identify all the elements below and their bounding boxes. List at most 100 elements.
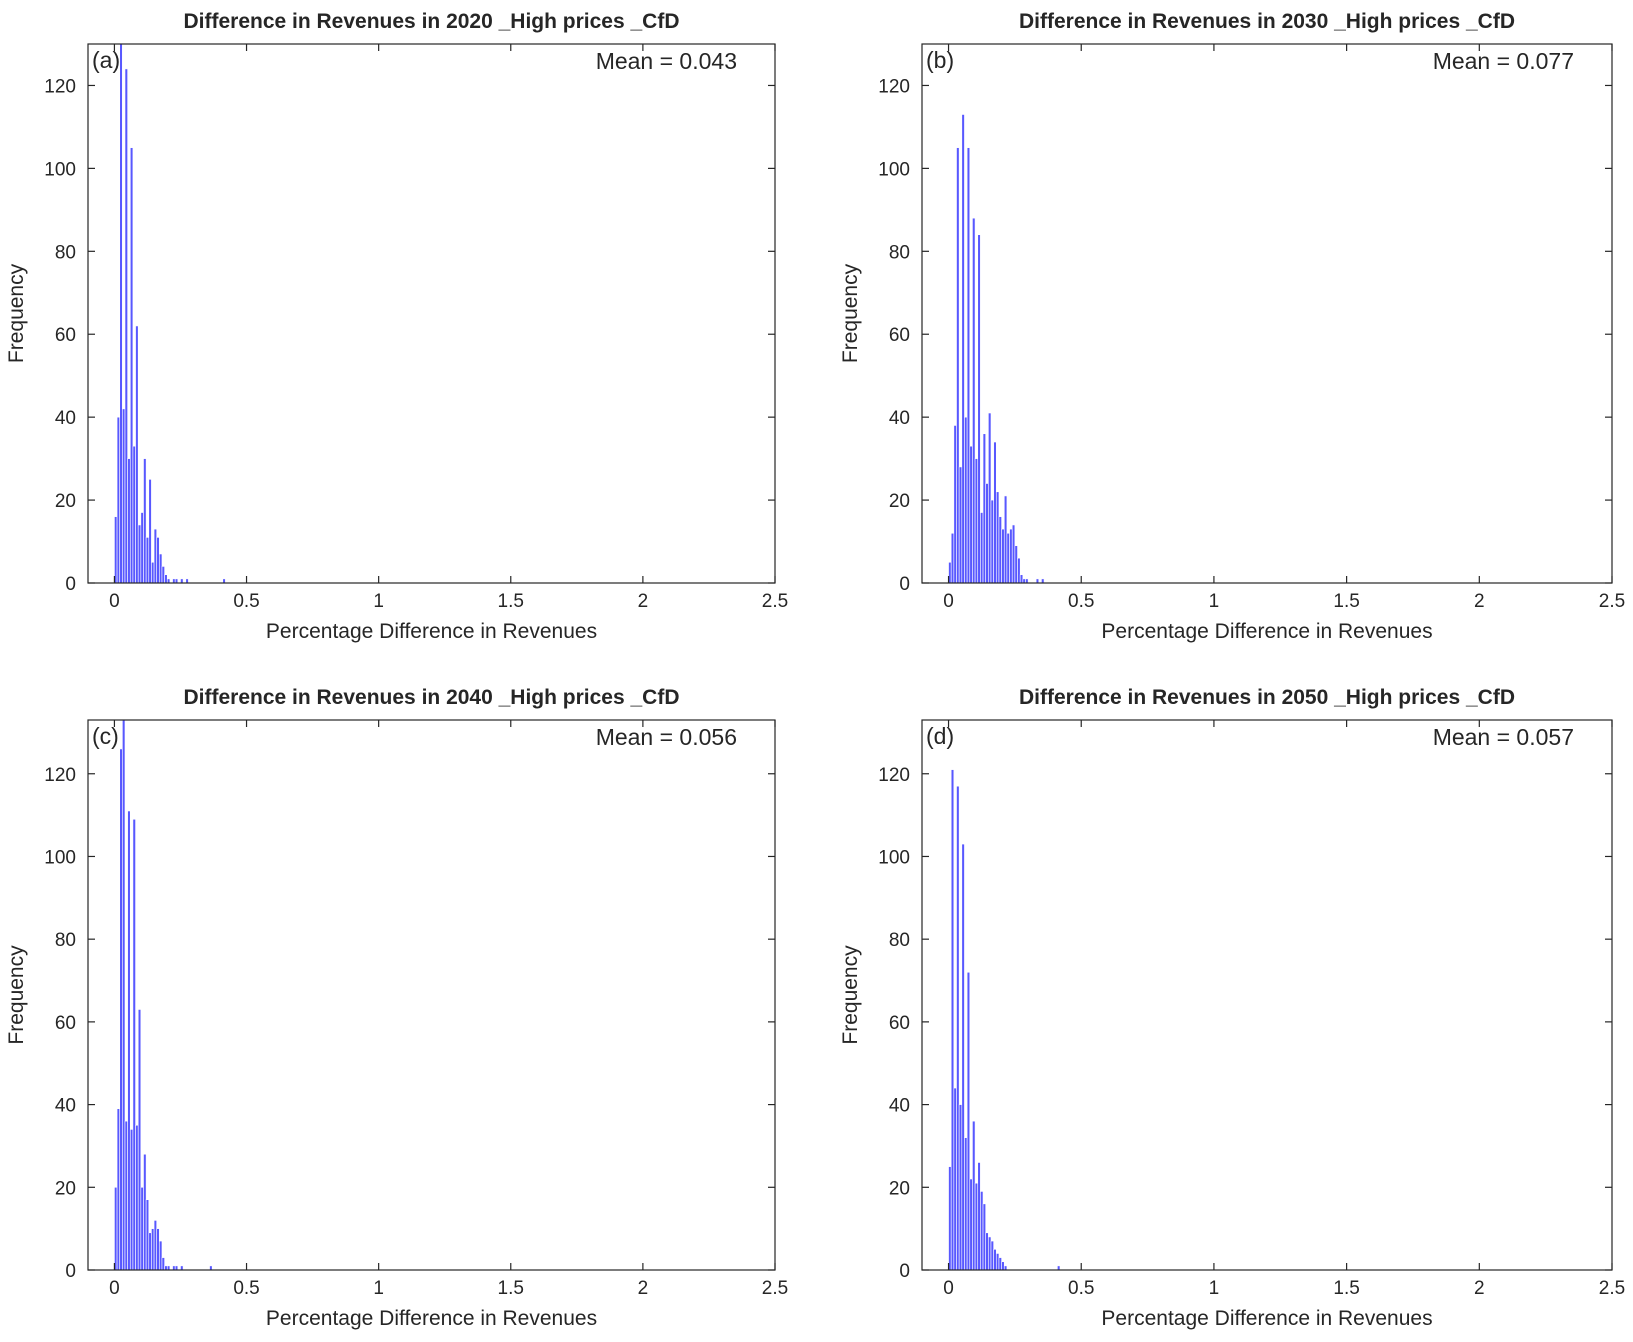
histogram-bar — [209, 1265, 213, 1271]
histogram-bar — [132, 445, 136, 584]
histogram-bar — [135, 325, 139, 584]
histogram-bar — [956, 785, 960, 1271]
mean-annotation: Mean = 0.057 — [1433, 724, 1574, 750]
x-axis-label: Percentage Difference in Revenues — [266, 620, 597, 643]
histogram-bar — [958, 1104, 963, 1271]
y-axis-label: Frequency — [839, 263, 862, 363]
y-tick-label: 80 — [889, 930, 910, 951]
chart-panel-c: 0 0.5 1 1.5 2 2.5 0 20 40 60 80 100 120 Difference in… — [5, 686, 788, 1330]
x-tick-label: 2.5 — [762, 591, 788, 612]
panel-label: (c) — [92, 723, 119, 749]
histogram-bar — [998, 516, 1002, 584]
histogram-bar — [1014, 545, 1018, 584]
chart-panel-a: 0 0.5 1 1.5 2 2.5 0 20 40 60 80 100 120 Difference in… — [5, 10, 788, 643]
histogram-bar — [966, 147, 971, 584]
histogram-bar — [977, 1162, 981, 1271]
histogram-bar — [143, 1153, 147, 1271]
y-axis-label: Frequency — [5, 263, 28, 363]
y-tick-label: 20 — [55, 1178, 76, 1199]
histogram-bar — [1057, 1265, 1061, 1271]
histogram-bar — [129, 147, 134, 584]
histogram-bar — [172, 578, 176, 584]
chart-title: Difference in Revenues in 2040 _High pri… — [183, 686, 679, 709]
y-tick-label: 20 — [889, 1178, 910, 1199]
y-tick-label: 20 — [889, 491, 910, 512]
histogram-bar — [164, 574, 168, 584]
y-tick-label: 100 — [44, 847, 76, 868]
mean-annotation: Mean = 0.077 — [1433, 48, 1574, 74]
histogram-bar — [996, 491, 1000, 584]
histogram-bar — [1009, 528, 1013, 584]
histogram-bar — [996, 1253, 1000, 1271]
y-tick-label: 40 — [55, 1096, 76, 1117]
histogram-bar — [956, 147, 960, 584]
y-tick-label: 80 — [55, 930, 76, 951]
x-axis-label: Percentage Difference in Revenues — [1101, 620, 1432, 643]
y-tick-label: 80 — [55, 242, 76, 263]
chart-panel-d: 0 0.5 1 1.5 2 2.5 0 20 40 60 80 100 120 Difference in… — [839, 686, 1625, 1330]
histogram-bar — [985, 483, 989, 584]
x-axis-label: Percentage Difference in Revenues — [1101, 1307, 1432, 1330]
histogram-bar — [1001, 1261, 1005, 1271]
histogram-bar — [982, 433, 986, 584]
histogram-bar — [172, 1265, 176, 1271]
histogram-bar — [988, 412, 992, 584]
histogram-bar — [988, 1236, 992, 1271]
histogram-bar — [1022, 578, 1026, 584]
histogram-bar — [964, 416, 968, 584]
histogram-bar — [980, 1191, 984, 1271]
panel-label: (a) — [92, 47, 120, 73]
y-tick-label: 0 — [65, 1261, 76, 1282]
histogram-bar — [164, 1265, 168, 1271]
y-tick-label: 100 — [878, 847, 910, 868]
histogram-bar — [990, 1240, 994, 1271]
histogram-bar — [1019, 574, 1024, 584]
chart-title: Difference in Revenues in 2030 _High pri… — [1019, 10, 1515, 33]
y-tick-label: 60 — [889, 325, 910, 346]
histogram-bar — [972, 1120, 976, 1271]
histogram-bar — [1041, 578, 1045, 584]
x-tick-label: 0.5 — [1068, 1278, 1094, 1299]
histogram-bar — [993, 1249, 997, 1271]
histogram-bar — [974, 1182, 979, 1271]
axes-box — [921, 719, 1613, 1271]
histogram-bar — [114, 1186, 118, 1271]
histogram-bar — [958, 466, 963, 584]
chart-panel-b: 0 0.5 1 1.5 2 2.5 0 20 40 60 80 100 120 Difference in… — [839, 10, 1625, 643]
histogram-bar — [222, 578, 226, 584]
histogram-bars — [114, 719, 213, 1271]
histogram-bars — [948, 114, 1045, 584]
histogram-bar — [1001, 528, 1005, 584]
x-tick-label: 0 — [943, 1278, 954, 1299]
histogram-bar — [966, 971, 971, 1271]
histogram-bar — [145, 1199, 150, 1271]
x-tick-label: 1 — [373, 591, 384, 612]
x-tick-label: 0.5 — [233, 1278, 259, 1299]
histogram-bar — [151, 1228, 155, 1271]
histogram-bar — [961, 843, 965, 1271]
x-tick-label: 0 — [109, 591, 120, 612]
y-axis-label: Frequency — [5, 945, 28, 1045]
y-tick-label: 40 — [889, 408, 910, 429]
histogram-bar — [1003, 495, 1008, 584]
histogram-bar — [122, 408, 126, 584]
axes-box — [87, 43, 776, 584]
histogram-bar — [153, 528, 157, 584]
x-tick-label: 0.5 — [1068, 591, 1094, 612]
histogram-bar — [166, 1265, 171, 1271]
x-tick-label: 2.5 — [762, 1278, 788, 1299]
y-tick-label: 20 — [55, 491, 76, 512]
axes-box — [921, 43, 1613, 584]
x-tick-label: 1 — [1209, 1278, 1220, 1299]
histogram-bar — [143, 458, 147, 584]
x-tick-label: 1.5 — [498, 1278, 524, 1299]
histogram-bar — [116, 416, 121, 584]
histogram-bar — [161, 1257, 165, 1271]
mean-annotation: Mean = 0.056 — [596, 724, 737, 750]
histogram-bar — [161, 566, 165, 584]
x-tick-label: 0 — [943, 591, 954, 612]
histogram-bar — [174, 1265, 179, 1271]
histogram-bar — [124, 1120, 128, 1271]
histogram-bar — [114, 516, 118, 584]
